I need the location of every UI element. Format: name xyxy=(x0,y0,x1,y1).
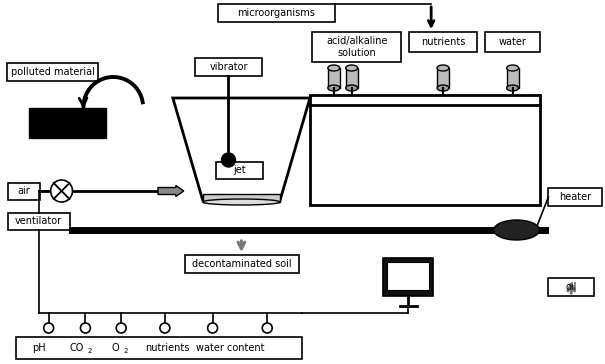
Text: 2: 2 xyxy=(87,348,92,354)
Bar xyxy=(29,108,106,138)
Text: acid/alkaline
solution: acid/alkaline solution xyxy=(326,36,387,58)
Ellipse shape xyxy=(494,220,540,240)
Bar xyxy=(485,32,540,52)
Ellipse shape xyxy=(437,65,449,71)
Text: polluted material: polluted material xyxy=(11,67,94,77)
Text: microorganisms: microorganisms xyxy=(237,8,315,18)
Bar xyxy=(16,337,302,359)
Text: nutrients: nutrients xyxy=(421,37,465,47)
Circle shape xyxy=(51,180,73,202)
Text: water: water xyxy=(499,37,526,47)
Ellipse shape xyxy=(437,85,449,91)
Bar xyxy=(548,278,594,296)
Ellipse shape xyxy=(328,65,340,71)
Text: pH: pH xyxy=(32,343,45,353)
Text: CO: CO xyxy=(70,343,83,353)
Text: air: air xyxy=(18,186,30,196)
Bar xyxy=(506,68,518,88)
Text: oil: oil xyxy=(566,282,577,292)
Bar xyxy=(548,188,602,206)
Circle shape xyxy=(80,323,90,333)
Ellipse shape xyxy=(506,65,518,71)
Ellipse shape xyxy=(345,85,358,91)
Bar xyxy=(218,4,335,22)
Bar xyxy=(7,63,99,81)
Text: jet: jet xyxy=(233,165,246,175)
Ellipse shape xyxy=(345,65,358,71)
Text: heater: heater xyxy=(559,192,591,202)
Ellipse shape xyxy=(506,85,518,91)
Bar xyxy=(312,32,401,62)
Bar xyxy=(8,213,70,230)
Bar xyxy=(387,262,429,290)
FancyArrow shape xyxy=(158,186,184,197)
Bar xyxy=(384,258,433,296)
Bar xyxy=(345,68,358,88)
Circle shape xyxy=(44,323,54,333)
Circle shape xyxy=(160,323,170,333)
Text: ventilator: ventilator xyxy=(15,216,62,226)
Ellipse shape xyxy=(203,199,280,205)
Bar xyxy=(310,95,540,205)
Bar xyxy=(8,183,40,200)
Text: nutrients: nutrients xyxy=(145,343,189,353)
Bar xyxy=(215,162,263,179)
Ellipse shape xyxy=(328,85,340,91)
Text: decontaminated soil: decontaminated soil xyxy=(192,259,291,269)
Bar xyxy=(185,255,299,273)
Circle shape xyxy=(221,153,235,167)
Circle shape xyxy=(262,323,272,333)
Polygon shape xyxy=(173,98,310,200)
Bar xyxy=(195,58,262,76)
Text: 2: 2 xyxy=(123,348,128,354)
Bar xyxy=(203,194,280,202)
Circle shape xyxy=(208,323,218,333)
Circle shape xyxy=(116,323,126,333)
Text: O: O xyxy=(111,343,119,353)
Text: water content: water content xyxy=(196,343,265,353)
Text: vibrator: vibrator xyxy=(209,62,247,72)
Bar xyxy=(328,68,340,88)
Bar xyxy=(410,32,477,52)
Bar xyxy=(437,68,449,88)
